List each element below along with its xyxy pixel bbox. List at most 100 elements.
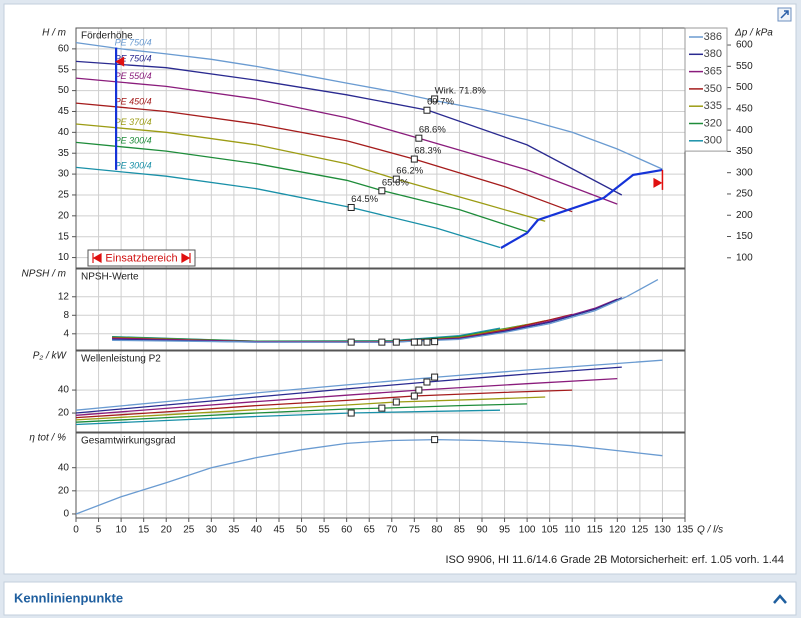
legend-label: 365 [704,66,722,78]
y-tick-label: 40 [58,462,70,473]
y-tick-label: 55 [58,64,70,75]
x-tick-label: 135 [677,525,694,536]
y-tick-label: 10 [58,252,70,263]
operating-point [415,134,423,142]
section-header[interactable] [3,581,797,616]
x-tick-label: 125 [632,525,649,536]
motor-label: PE 370/4 [115,117,152,127]
operating-point [410,338,418,346]
y-tick-label: 0 [63,509,69,520]
operating-point [378,404,386,412]
x-tick-label: 0 [73,525,79,536]
x-tick-label: 25 [183,525,195,536]
operating-point [431,95,439,103]
x-tick-label: 45 [273,525,285,536]
operating-point [431,436,439,444]
panel: 20 40 P₂ / kW Wellenleistung P2 [33,350,686,433]
y2-tick-label: 150 [736,231,753,242]
y2-tick-label: 300 [736,167,753,178]
y-tick-label: 35 [58,148,70,159]
y2-tick-label: 500 [736,82,753,93]
y-axis-label: η tot / % [29,433,66,444]
y2-tick-label: 100 [736,252,753,263]
y2-tick-label: 350 [736,146,753,157]
panel-frame [75,268,686,351]
curve [75,396,546,421]
panel: 0 20 40 η tot / % Gesamtwirkungsgrad [29,432,686,520]
operating-point [410,155,418,163]
panel-title: NPSH-Werte [81,272,139,283]
x-tick-label: 75 [409,525,421,536]
y-tick-label: 45 [58,106,70,117]
motor-label: PE 450/4 [115,96,152,106]
legend-label: 350 [704,83,722,95]
operating-point [423,338,431,346]
x-tick-label: 95 [499,525,511,536]
operating-point [431,338,439,346]
motor-label: PE 750/4 [115,54,152,64]
panel-title: Wellenleistung P2 [81,354,161,365]
point-label: 64.5% [351,194,378,205]
expand-arrow [780,10,789,19]
operating-point [392,175,400,183]
legend-label: 386 [704,31,722,43]
panel: 4 8 12 NPSH / m NPSH-Werte [22,268,686,351]
y-tick-label: 20 [58,408,70,419]
legend-label: 320 [704,117,722,129]
panel-title: Förderhöhe [81,31,133,42]
curve [75,409,501,426]
operating-point [347,203,355,211]
x-tick-label: 65 [364,525,376,536]
point-label: Wirk. 71.8% [435,85,487,96]
y-tick-label: 12 [58,291,70,302]
curve [75,166,501,249]
y-tick-label: 40 [58,127,70,138]
motor-label: PE 550/4 [115,71,152,81]
curve [75,60,623,196]
y-tick-label: 25 [58,190,70,201]
curve [75,141,528,233]
operating-point [431,373,439,381]
operating-point [410,392,418,400]
point-label: 65.6% [382,177,409,188]
operating-point [378,338,386,346]
x-tick-label: 70 [386,525,398,536]
curve [75,359,663,411]
x-tick-label: 35 [228,525,240,536]
y-axis-label: P₂ / kW [33,351,68,362]
y-tick-label: 50 [58,85,70,96]
x-tick-label: 115 [587,525,603,536]
panel-title: Gesamtwirkungsgrad [81,436,175,447]
y-tick-label: 60 [58,44,70,55]
legend-label: 300 [704,135,722,147]
x-tick-label: 30 [206,525,218,536]
x-tick-label: 80 [431,525,443,536]
operating-point [423,106,431,114]
y-tick-label: 4 [63,328,69,339]
curve [75,389,573,419]
motor-label: PE 300/4 [115,161,152,171]
operating-point [378,187,386,195]
y-tick-label: 8 [63,310,69,321]
operating-point [392,398,400,406]
x-tick-label: 90 [476,525,488,536]
x-tick-label: 50 [296,525,308,536]
y-axis-label: NPSH / m [22,269,66,280]
x-tick-label: 120 [609,525,626,536]
y-axis-label: H / m [42,28,66,39]
x-tick-label: 60 [341,525,353,536]
x-tick-label: 85 [454,525,466,536]
x-tick-label: 55 [319,525,331,536]
range-legend-arrows [92,252,191,264]
operating-point [347,338,355,346]
y2-tick-label: 550 [736,61,753,72]
y-tick-label: 40 [58,385,70,396]
point-label: 69.7% [427,97,454,108]
collapse-icon[interactable] [773,594,787,604]
range-legend-box [87,249,196,267]
y2-tick-label: 450 [736,103,753,114]
point-label: 68.3% [414,146,441,157]
x-tick-label: 40 [251,525,263,536]
range-arrow [653,177,663,188]
